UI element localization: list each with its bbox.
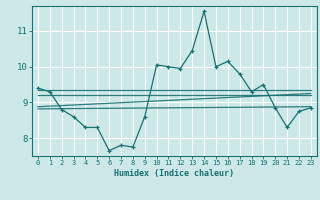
- X-axis label: Humidex (Indice chaleur): Humidex (Indice chaleur): [115, 169, 234, 178]
